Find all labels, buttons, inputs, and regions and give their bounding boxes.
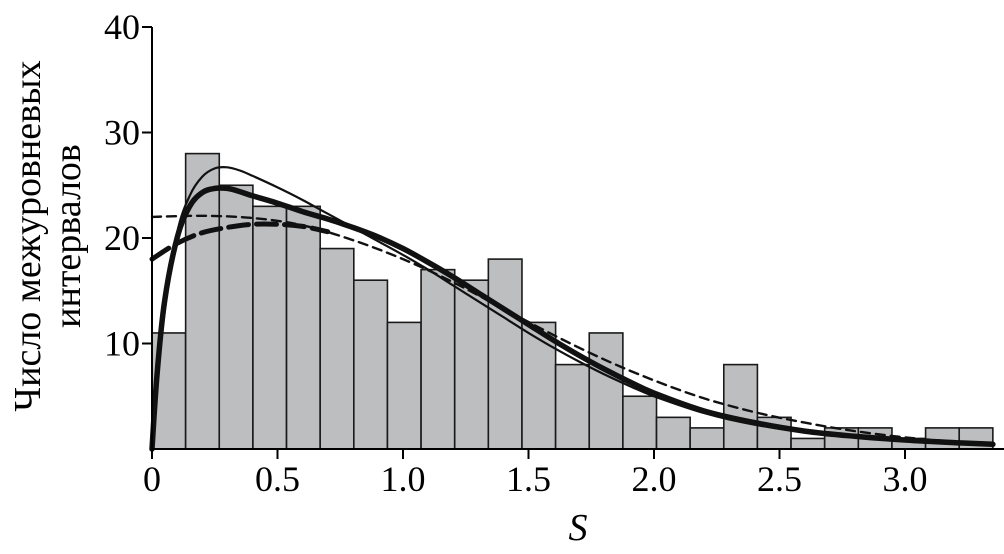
histogram-bar-9 — [420, 268, 456, 450]
y-tick-label: 20 — [104, 218, 140, 258]
y-axis-label-line-1: Число межуровневых — [7, 60, 49, 411]
x-tick-label: 3.0 — [883, 459, 928, 499]
histogram-bar-2 — [184, 152, 221, 450]
x-tick-label: 1.0 — [381, 459, 426, 499]
histogram-bar-7 — [353, 279, 389, 450]
x-tick-label: 1.5 — [506, 459, 551, 499]
y-tick-label: 30 — [104, 113, 140, 153]
histogram-bar-11 — [487, 258, 523, 450]
x-tick-label: 2.0 — [632, 459, 677, 499]
histogram-bars — [151, 152, 994, 450]
histogram-bar-15 — [622, 395, 658, 450]
histogram-bar-14 — [588, 332, 624, 450]
histogram-bar-6 — [319, 247, 355, 450]
x-tick-label: 0 — [143, 459, 161, 499]
x-axis-label: S — [569, 507, 588, 549]
histogram-bar-18 — [722, 363, 759, 450]
y-tick-label: 10 — [104, 324, 140, 364]
tick-labels: 0 0.5 1.0 1.5 2.0 2.5 3.0 10 20 30 40 — [104, 7, 928, 499]
histogram-bar-13 — [554, 363, 591, 450]
y-axis-label: Число межуровневых интервалов — [7, 60, 89, 411]
histogram-bar-8 — [386, 321, 422, 450]
fit-curves — [149, 165, 996, 452]
x-tick-label: 2.5 — [757, 459, 802, 499]
histogram-bar-16 — [655, 416, 691, 450]
histogram-bar-3 — [218, 184, 254, 450]
y-axis-label-line-2: интервалов — [47, 144, 89, 328]
axes — [142, 26, 1004, 459]
histogram-bar-20 — [790, 437, 826, 450]
fit-curve-thick-solid — [149, 185, 996, 452]
histogram-bar-4 — [252, 205, 288, 450]
histogram-bar-17 — [689, 427, 725, 450]
y-tick-label: 40 — [104, 7, 140, 47]
fit-curve-thin-dashed — [150, 214, 995, 445]
x-tick-label: 0.5 — [255, 459, 300, 499]
fit-curve-thick-dashed — [149, 221, 331, 262]
histogram-bar-5 — [285, 205, 321, 450]
histogram-bar-24 — [924, 427, 961, 450]
